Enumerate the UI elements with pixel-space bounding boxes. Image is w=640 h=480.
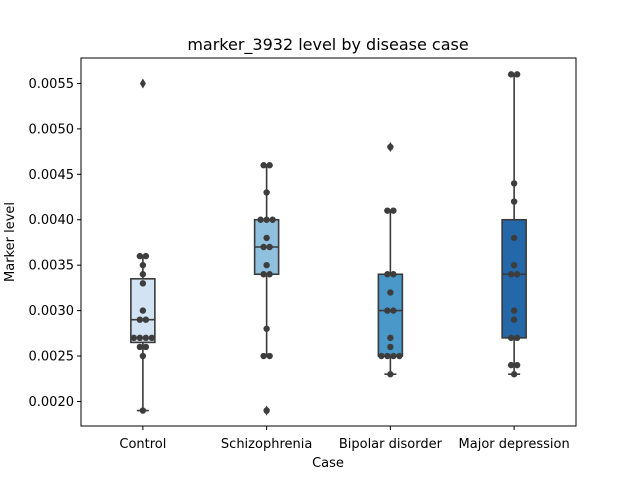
x-tick-label: Schizophrenia (221, 437, 312, 452)
swarm-point (510, 316, 518, 323)
swarm-point (384, 352, 391, 360)
swarm-point (130, 334, 138, 342)
swarm-point (513, 71, 521, 78)
box-group (501, 71, 527, 378)
swarm-point (513, 271, 521, 278)
y-tick-label: 0.0020 (29, 395, 75, 410)
y-tick-label: 0.0040 (29, 213, 75, 228)
swarm-point (387, 371, 394, 378)
y-tick-label: 0.0025 (29, 350, 75, 365)
y-axis: 0.0020 0.0025 0.0030 0.0035 0.0040 0.0045 0.00… (29, 77, 81, 410)
swarm-point (142, 252, 150, 260)
swarm-point (384, 207, 391, 214)
swarm-point (269, 216, 276, 223)
swarm-point (390, 271, 397, 278)
swarm-point (510, 198, 518, 205)
swarm-point (260, 352, 267, 360)
y-tick-label: 0.0030 (29, 304, 75, 319)
plot-frame (80, 57, 577, 427)
y-tick-label: 0.0055 (29, 77, 75, 92)
swarm-point (136, 334, 144, 342)
swarm-point (148, 334, 156, 342)
swarm-point (513, 334, 521, 342)
swarm-point (513, 361, 521, 369)
swarm-point (136, 343, 144, 351)
swarm-point (136, 252, 144, 260)
swarm-point (139, 352, 147, 360)
swarm-point (507, 71, 515, 78)
swarm-point (510, 371, 518, 378)
swarm-point (257, 216, 264, 223)
x-tick-label: Bipolar disorder (339, 437, 443, 452)
swarm-point (263, 261, 270, 269)
swarm-point (387, 289, 394, 296)
x-axis-title: Case (312, 456, 344, 471)
swarm-point (136, 316, 144, 323)
x-tick-label: Major depression (459, 437, 570, 452)
outlier-marker (139, 78, 146, 89)
swarm-point (384, 271, 391, 278)
chart-title: marker_3932 level by disease case (187, 35, 468, 55)
swarm-point (142, 316, 150, 323)
swarm-point (142, 343, 150, 351)
swarm-point (378, 352, 385, 360)
swarm-point (260, 162, 267, 169)
swarm-point (260, 243, 267, 251)
swarm-point (139, 280, 147, 287)
swarm-point (384, 307, 391, 314)
swarm-point (263, 325, 270, 332)
swarm-point (510, 180, 518, 187)
swarm-point (263, 189, 270, 196)
swarm-point (266, 352, 273, 360)
swarm-point (139, 307, 147, 314)
swarm-point (260, 271, 267, 278)
swarm-point (507, 271, 515, 278)
box-group (130, 78, 156, 414)
swarm-point (139, 407, 147, 414)
swarm-point (390, 207, 397, 214)
swarm-point (387, 334, 394, 342)
swarm-point (510, 307, 518, 314)
y-tick-label: 0.0035 (29, 259, 75, 274)
swarm-point (507, 334, 515, 342)
swarm-point (142, 334, 150, 342)
swarm-point (263, 407, 270, 414)
y-tick-label: 0.0045 (29, 168, 75, 183)
box-group (253, 162, 280, 416)
swarm-point (266, 271, 273, 278)
swarm-point (396, 352, 403, 360)
x-tick-label: Control (119, 437, 166, 452)
swarm-point (263, 234, 270, 242)
swarm-point (510, 234, 518, 242)
swarm-point (390, 307, 397, 314)
swarm-point (266, 162, 273, 169)
x-axis: Control Schizophrenia Bipolar disorder Majo… (119, 426, 570, 452)
box-group (377, 142, 404, 378)
y-axis-title: Marker level (3, 202, 18, 282)
swarm-point (387, 143, 394, 151)
swarm-point (139, 261, 147, 269)
swarm-point (390, 352, 397, 360)
swarm-point (266, 243, 273, 251)
swarm-point (507, 361, 515, 369)
swarm-point (263, 216, 270, 223)
swarm-point (139, 271, 147, 278)
swarm-point (510, 261, 518, 269)
plot-area (130, 71, 527, 416)
y-tick-label: 0.0050 (29, 122, 75, 137)
swarm-point (387, 343, 394, 351)
